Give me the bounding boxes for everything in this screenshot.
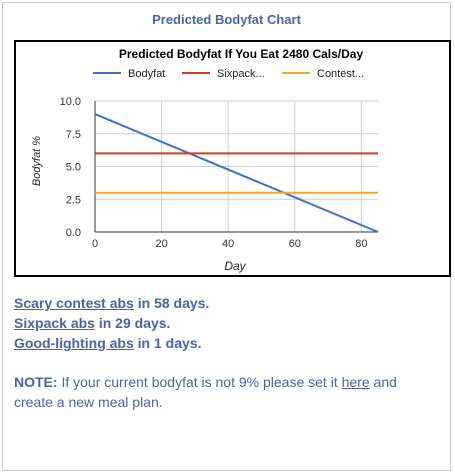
x-tick-label: 20 [155, 238, 167, 250]
x-axis-label: Day [224, 259, 246, 273]
note-text: If your current bodyfat is not 9% please… [57, 374, 342, 390]
chart-series [94, 113, 379, 233]
bodyfat-note: NOTE: If your current bodyfat is not 9% … [14, 372, 439, 412]
chart-legend: Bodyfat Sixpack... Contest... [93, 68, 364, 80]
bodyfat-line-chart: Predicted Bodyfat If You Eat 2480 Cals/D… [31, 47, 379, 273]
x-tick-label: 40 [222, 238, 234, 250]
x-tick-label: 60 [289, 238, 301, 250]
x-tick-label: 80 [355, 238, 367, 250]
y-axis-ticks: 0.0 2.5 5.0 7.5 10.0 [60, 96, 81, 239]
y-axis-label: Bodyfat % [31, 136, 43, 186]
sixpack-abs-link[interactable]: Sixpack abs [14, 315, 95, 331]
y-tick-label: 7.5 [66, 129, 81, 141]
scary-contest-abs-link[interactable]: Scary contest abs [14, 295, 134, 311]
result-sixpack-days: in 29 days. [94, 315, 171, 331]
chart-title: Predicted Bodyfat If You Eat 2480 Cals/D… [119, 47, 364, 61]
result-sixpack: Sixpack abs in 29 days. [14, 313, 209, 333]
y-tick-label: 5.0 [66, 162, 81, 174]
chart-grid [94, 100, 378, 233]
x-axis-ticks: 0 20 40 60 80 [92, 238, 368, 250]
note-text-end: and create a new meal plan. [14, 374, 397, 410]
note-label: NOTE: [14, 374, 58, 390]
x-tick-label: 0 [92, 238, 98, 250]
results-list: Scary contest abs in 58 days. Sixpack ab… [14, 293, 209, 353]
legend-label-1: Bodyfat [128, 68, 165, 80]
good-lighting-abs-link[interactable]: Good-lighting abs [14, 335, 134, 351]
y-tick-label: 0.0 [66, 227, 81, 239]
legend-label-2: Sixpack... [217, 68, 265, 80]
result-good-lighting: Good-lighting abs in 1 days. [14, 333, 209, 353]
result-good-lighting-days: in 1 days. [133, 335, 202, 351]
result-contest: Scary contest abs in 58 days. [14, 293, 209, 313]
y-tick-label: 10.0 [60, 96, 81, 108]
result-contest-days: in 58 days. [133, 295, 210, 311]
chart-container: Predicted Bodyfat If You Eat 2480 Cals/D… [14, 40, 451, 277]
panel-title: Predicted Bodyfat Chart [152, 12, 301, 27]
set-bodyfat-link[interactable]: here [341, 374, 370, 390]
legend-label-3: Contest... [317, 68, 364, 80]
y-tick-label: 2.5 [66, 194, 81, 206]
bodyfat-panel: Predicted Bodyfat Chart Predicted Bodyfa… [2, 2, 451, 471]
series-line-1 [94, 113, 379, 233]
